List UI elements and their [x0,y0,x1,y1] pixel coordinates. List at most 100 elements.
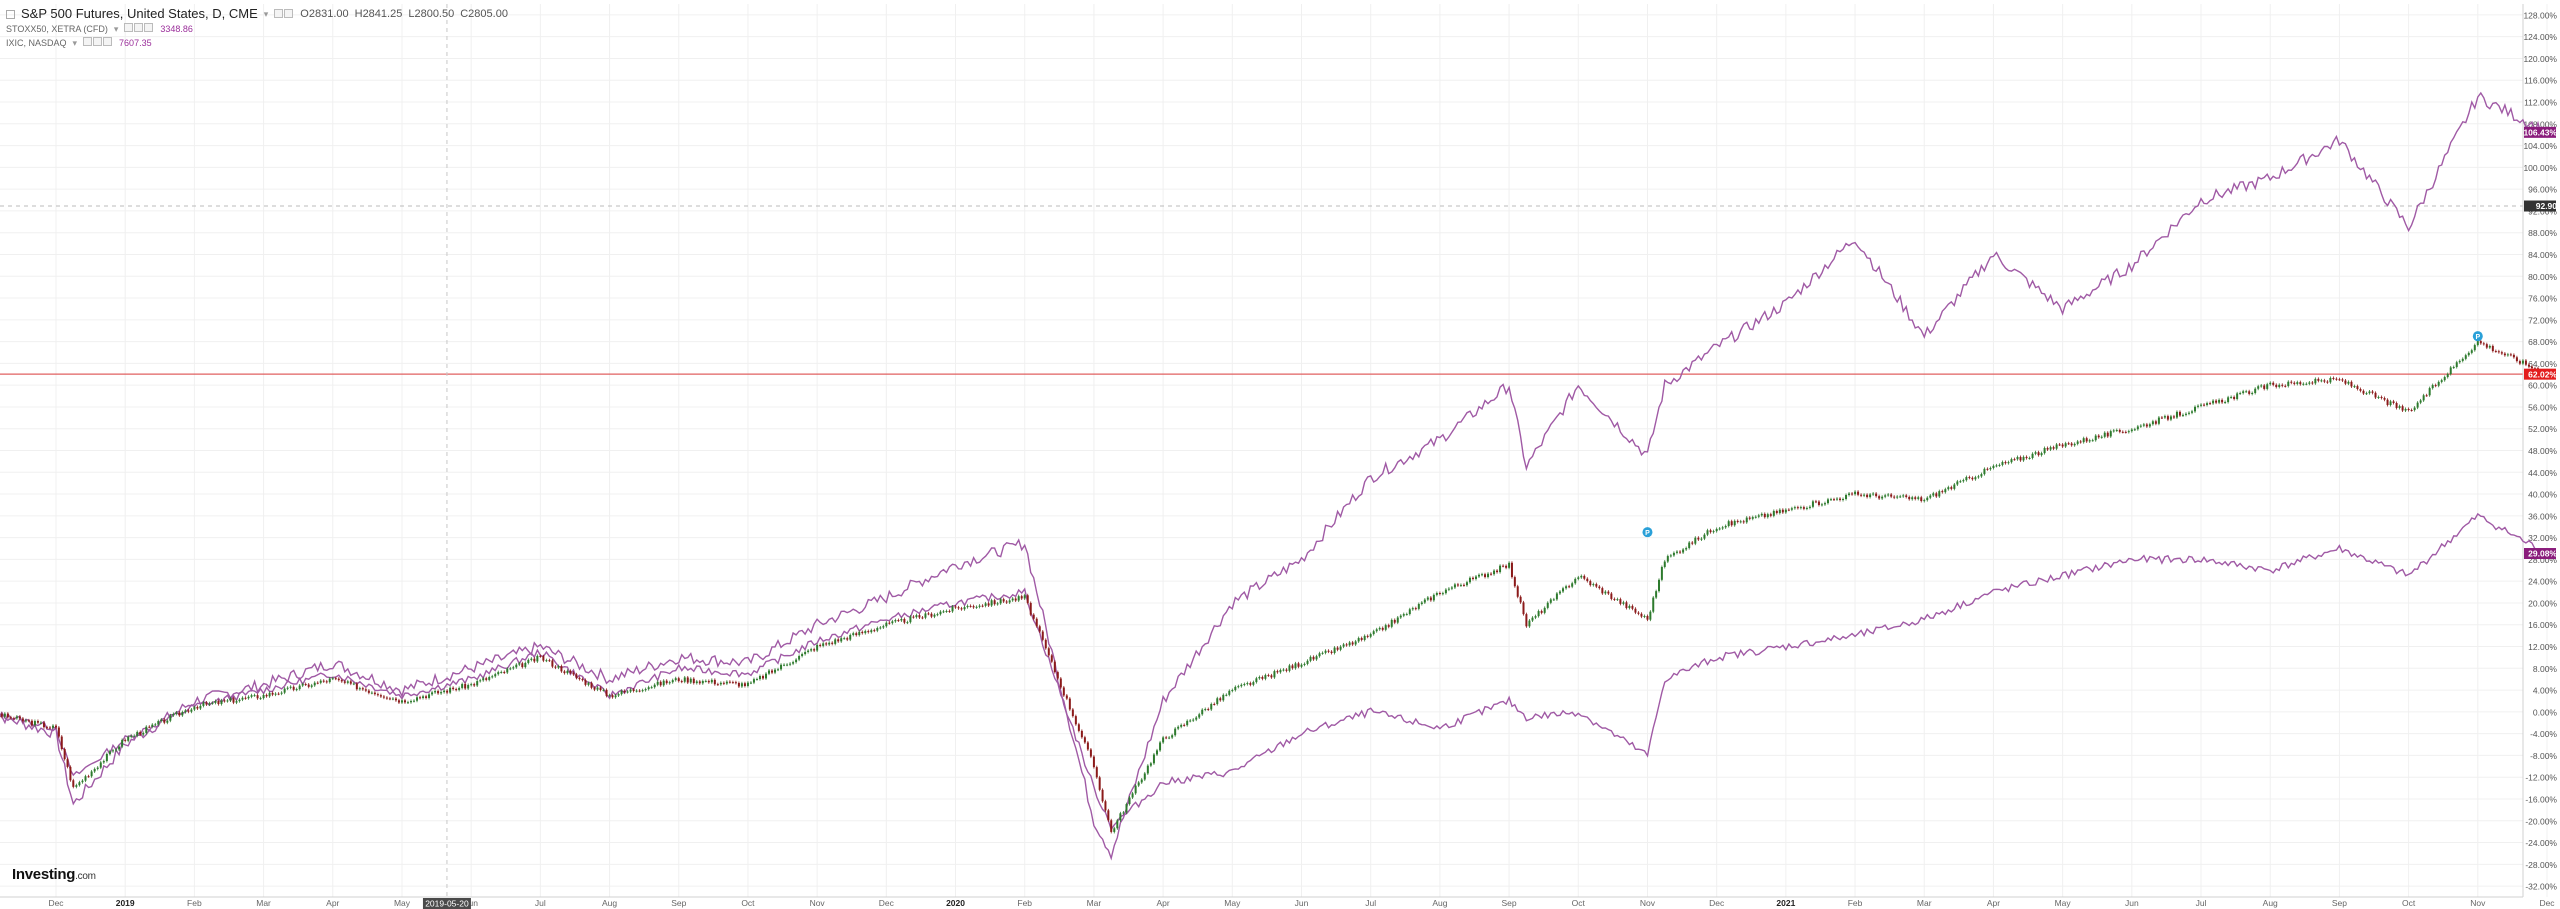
visibility-icon[interactable] [83,37,93,46]
candle-body [1327,650,1330,652]
candle-body [1146,765,1149,774]
candle-body [2124,431,2127,433]
candle-body [1607,591,1610,594]
candle-body [2440,380,2443,382]
candle-body [1107,810,1110,821]
series-line-ixic [0,91,2548,861]
candle-body [446,690,449,693]
legend-overlay-name: STOXX50, XETRA (CFD) [6,24,108,34]
candle-body [187,710,190,712]
candle-body [452,687,455,690]
candle-body [719,682,722,685]
settings-icon[interactable] [93,37,103,46]
candle-body [981,605,984,607]
price-label-box [2524,200,2556,212]
candle-body [262,694,265,699]
candle-body [2157,417,2160,424]
candle-body [373,692,376,695]
candle-body [274,693,277,695]
candle-body [2266,384,2269,389]
chevron-down-icon[interactable]: ▾ [263,9,269,19]
visibility-icon[interactable] [124,23,134,32]
candle-body [2377,396,2380,398]
candle-body [467,684,470,689]
candle-body [1496,570,1499,573]
candle-body [2518,361,2521,364]
candle-body [1318,653,1321,657]
candle-body [2263,385,2266,389]
y-tick-label: 100.00% [2523,163,2557,173]
candle-body [1549,599,1552,603]
candle-body [1357,638,1360,642]
candle-body [2365,393,2368,395]
candle-body [749,682,752,684]
candle-body [969,605,972,607]
candle-body [1745,517,1748,523]
candle-body [66,759,69,767]
candle-body [304,684,307,686]
candle-body [771,670,774,673]
candle-body [2103,432,2106,437]
collapse-legend-icon[interactable] [6,9,15,19]
candle-body [2194,406,2197,412]
legend-overlay-row[interactable]: STOXX50, XETRA (CFD) ▾ 3348.86 [6,22,508,36]
visibility-icon[interactable] [274,9,284,18]
candle-body [755,679,758,681]
candle-body [2410,410,2413,412]
candle-body [1453,584,1456,588]
candle-body [671,680,674,683]
candle-body [1640,613,1643,617]
candle-body [572,672,575,675]
close-icon[interactable] [144,23,154,32]
settings-icon[interactable] [284,9,294,18]
candle-body [1116,820,1119,829]
candle-body [1947,487,1950,490]
candle-body [858,631,861,636]
candle-body [482,678,485,681]
candle-body [1312,656,1315,660]
candle-body [1258,676,1261,679]
candle-body [1086,742,1089,750]
candle-body [172,713,175,716]
candle-body [1675,551,1678,553]
legend-main-title: S&P 500 Futures, United States, D, CME [21,6,258,21]
candle-body [1697,537,1700,540]
candle-body [1351,642,1354,645]
candle-body [1631,605,1634,609]
candle-body [2236,393,2239,400]
candle-body [1381,627,1384,630]
candle-body [1637,612,1640,614]
settings-icon[interactable] [134,23,144,32]
candle-body [590,683,593,688]
candle-body [2052,447,2055,449]
candle-body [364,689,367,691]
chevron-down-icon[interactable]: ▾ [72,38,78,48]
candle-body [1267,675,1270,677]
candle-body [1781,509,1784,513]
legend-main-row[interactable]: S&P 500 Futures, United States, D, CME ▾… [6,6,508,22]
candle-body [2028,457,2031,459]
close-icon[interactable] [103,37,113,46]
candle-body [752,679,755,683]
candle-body [1417,604,1420,609]
candle-body [689,678,692,683]
legend-overlay-row[interactable]: IXIC, NASDAQ ▾ 7607.35 [6,36,508,50]
candle-body [328,678,331,683]
candle-body [1505,565,1508,568]
candle-body [1950,487,1953,489]
candle-body [1619,599,1622,604]
chevron-down-icon[interactable]: ▾ [113,24,119,34]
candle-body [855,633,858,636]
y-tick-label: 32.00% [2528,533,2557,543]
candle-body [2491,345,2494,352]
candle-body [1823,503,1826,505]
candle-body [780,664,783,670]
candle-body [804,652,807,655]
candle-body [2076,441,2079,444]
candle-body [2455,362,2458,368]
candle-body [2287,381,2290,387]
candle-body [1715,528,1718,532]
candle-body [2121,431,2124,433]
